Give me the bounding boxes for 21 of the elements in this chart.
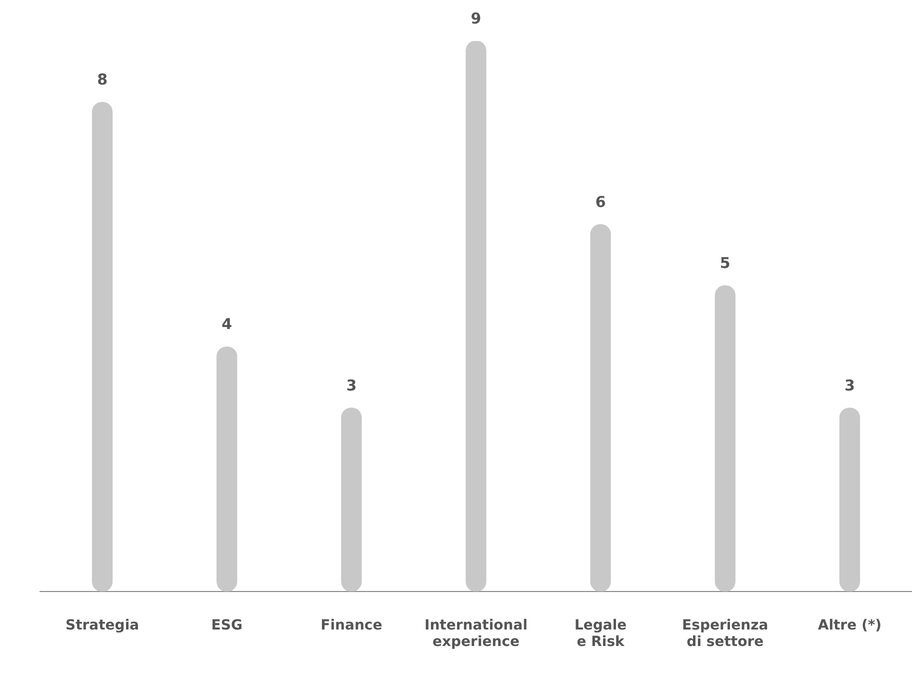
data-label: 6 [595,192,606,211]
x-tick-label: Esperienza di settore [682,617,768,650]
x-tick-label: Legale e Risk [574,617,627,650]
data-label: 5 [720,254,730,272]
bar [839,408,860,592]
x-tick-label: ESG [211,617,242,634]
x-tick-label: International experience [424,617,528,650]
data-label: 3 [346,376,357,394]
bar [714,285,736,592]
data-label: 4 [222,315,232,334]
data-label: 8 [97,70,108,89]
bar [92,102,113,592]
bar [590,224,611,592]
bar [466,41,486,592]
x-tick-label: Altre (*) [818,617,882,634]
data-label: 3 [844,376,855,394]
x-tick-label: Finance [320,617,382,634]
bar [341,408,362,592]
bar [216,346,238,592]
data-label: 9 [470,9,482,28]
x-tick-label: Strategia [65,617,140,634]
